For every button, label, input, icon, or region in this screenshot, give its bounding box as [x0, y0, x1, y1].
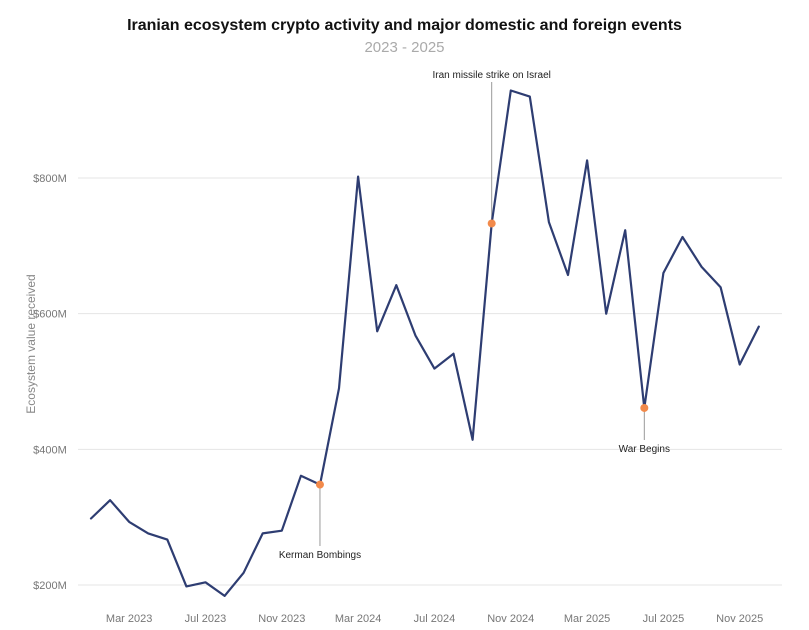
annotation-marker [640, 403, 649, 412]
annotation-marker [487, 219, 496, 228]
annotation-marker [315, 480, 324, 489]
y-tick-label: $200M [33, 580, 67, 592]
chart-subtitle: 2023 - 2025 [364, 39, 445, 56]
x-tick-label: Mar 2023 [106, 613, 152, 625]
y-axis-ticks: $200M $400M $600M $800M [33, 173, 67, 592]
y-tick-label: $400M [33, 444, 67, 456]
x-tick-label: Nov 2023 [258, 613, 305, 625]
x-tick-label: Jul 2023 [185, 613, 227, 625]
x-tick-label: Nov 2024 [487, 613, 534, 625]
x-axis-ticks: Mar 2023 Jul 2023 Nov 2023 Mar 2024 Jul 2024… [106, 613, 763, 625]
annotation-lines [319, 82, 645, 546]
annotation-markers [315, 219, 649, 489]
x-tick-label: Mar 2024 [335, 613, 381, 625]
x-tick-label: Jul 2024 [414, 613, 456, 625]
x-tick-label: Nov 2025 [716, 613, 763, 625]
annotation-label: War Begins [619, 444, 670, 455]
annotation-label: Iran missile strike on Israel [432, 70, 550, 81]
gridlines [78, 177, 782, 586]
x-tick-label: Mar 2025 [564, 613, 610, 625]
y-tick-label: $800M [33, 173, 67, 185]
annotation-label: Kerman Bombings [279, 550, 361, 561]
y-tick-label: $600M [33, 309, 67, 321]
annotation-labels: Kerman Bombings Iran missile strike on Is… [279, 70, 670, 561]
series-line [89, 89, 760, 597]
y-axis-label: Ecosystem value received [24, 274, 38, 413]
chart-title: Iranian ecosystem crypto activity and ma… [127, 17, 682, 34]
x-tick-label: Jul 2025 [643, 613, 685, 625]
